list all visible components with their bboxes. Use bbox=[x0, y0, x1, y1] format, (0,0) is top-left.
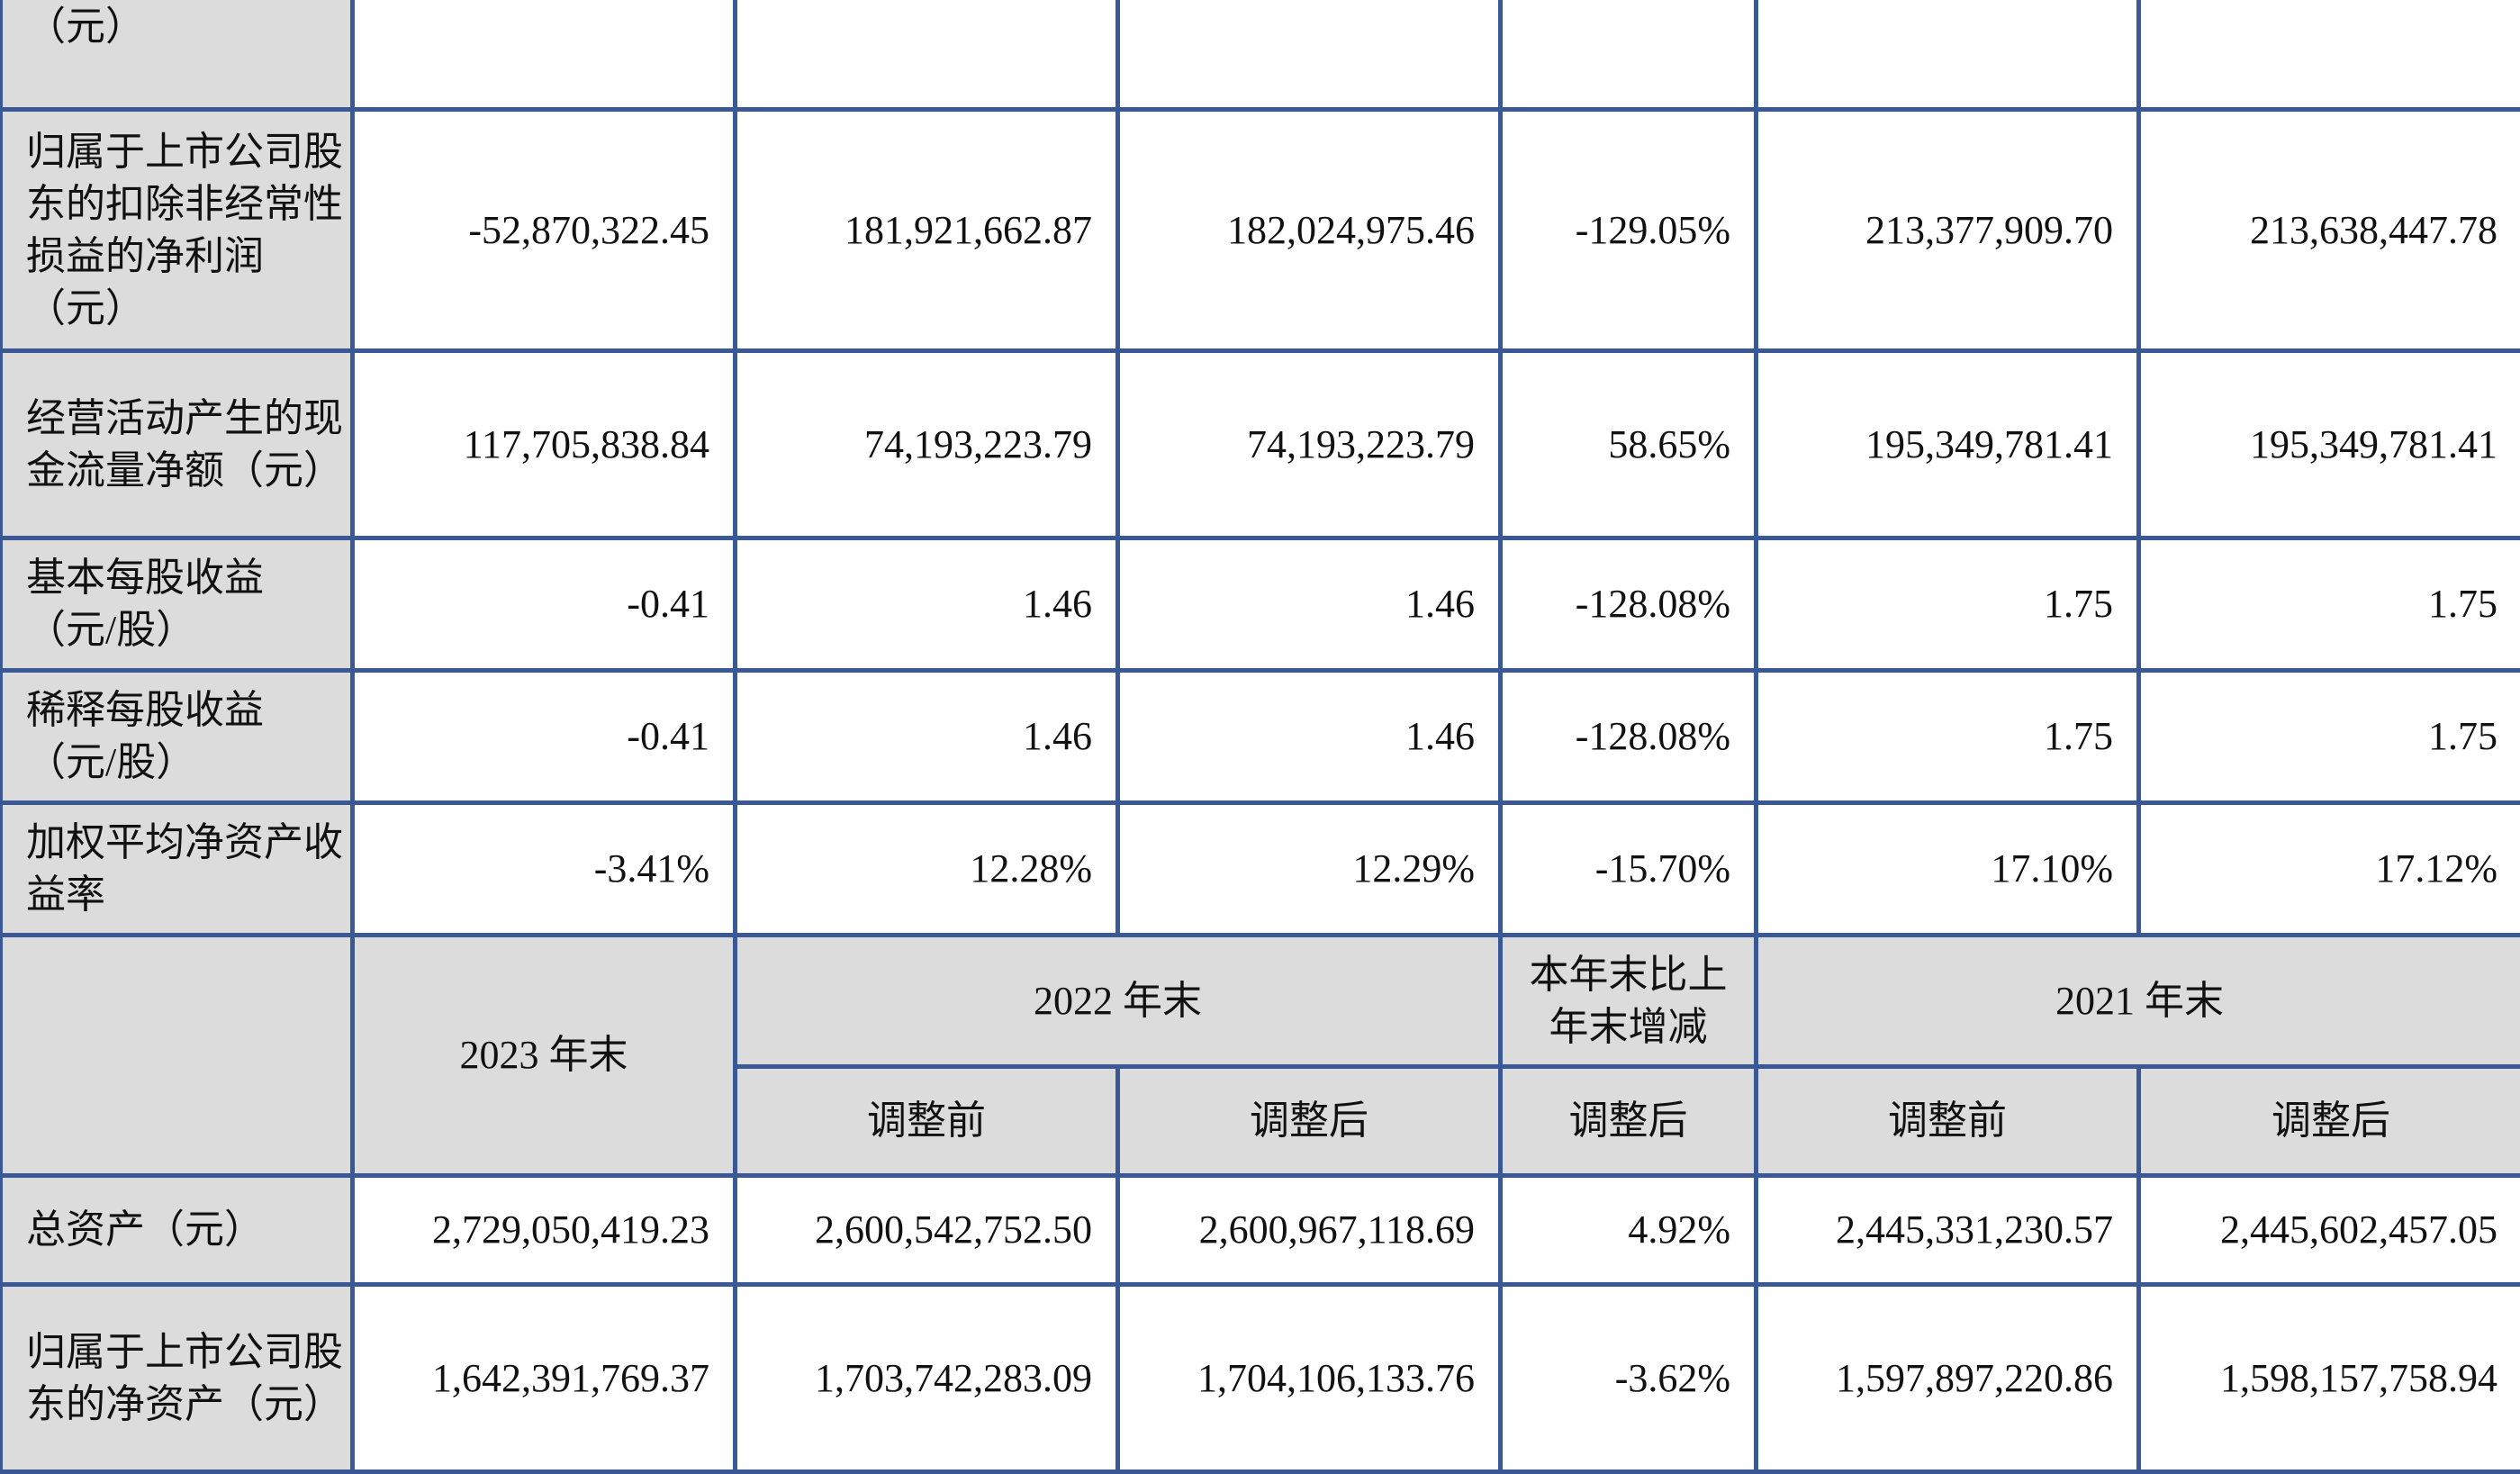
header-before-adjust: 调整前 bbox=[1757, 1067, 2139, 1176]
value-cell: 12.29% bbox=[1118, 803, 1501, 936]
value-cell: 2,445,602,457.05 bbox=[2139, 1176, 2520, 1285]
value-cell: 213,638,447.78 bbox=[2139, 110, 2520, 351]
header-before-adjust: 调整前 bbox=[736, 1067, 1118, 1176]
row-label: 经营活动产生的现金流量净额（元） bbox=[1, 351, 353, 538]
empty-cell bbox=[1757, 0, 2139, 110]
value-cell: 1,642,391,769.37 bbox=[353, 1285, 736, 1472]
value-cell: 1,597,897,220.86 bbox=[1757, 1285, 2139, 1472]
header-corner bbox=[1, 936, 353, 1176]
header-after-adjust: 调整后 bbox=[2139, 1067, 2520, 1176]
table-row: 总资产（元） 2,729,050,419.23 2,600,542,752.50… bbox=[1, 1176, 2520, 1285]
table-row: （元） bbox=[1, 0, 2520, 110]
value-cell: 12.28% bbox=[736, 803, 1118, 936]
value-cell: 181,921,662.87 bbox=[736, 110, 1118, 351]
row-label: 归属于上市公司股东的净资产（元） bbox=[1, 1285, 353, 1472]
header-after-adjust: 调整后 bbox=[1501, 1067, 1757, 1176]
empty-cell bbox=[2139, 0, 2520, 110]
row-label: 稀释每股收益（元/股） bbox=[1, 671, 353, 803]
value-cell: 117,705,838.84 bbox=[353, 351, 736, 538]
table-row: 稀释每股收益（元/股） -0.41 1.46 1.46 -128.08% 1.7… bbox=[1, 671, 2520, 803]
value-cell: -3.41% bbox=[353, 803, 736, 936]
value-cell: 1.75 bbox=[1757, 538, 2139, 671]
header-after-adjust: 调整后 bbox=[1118, 1067, 1501, 1176]
value-cell: 1.46 bbox=[1118, 671, 1501, 803]
header-change: 本年末比上年末增减 bbox=[1501, 936, 1757, 1067]
value-cell: 182,024,975.46 bbox=[1118, 110, 1501, 351]
value-cell: -0.41 bbox=[353, 538, 736, 671]
value-cell: 1,703,742,283.09 bbox=[736, 1285, 1118, 1472]
value-cell: 74,193,223.79 bbox=[1118, 351, 1501, 538]
value-cell: 213,377,909.70 bbox=[1757, 110, 2139, 351]
value-cell: -0.41 bbox=[353, 671, 736, 803]
value-cell: 2,445,331,230.57 bbox=[1757, 1176, 2139, 1285]
value-cell: 1.46 bbox=[736, 671, 1118, 803]
value-cell: 58.65% bbox=[1501, 351, 1757, 538]
header-row: 2023 年末 2022 年末 本年末比上年末增减 2021 年末 bbox=[1, 936, 2520, 1067]
value-cell: -128.08% bbox=[1501, 671, 1757, 803]
value-cell: 2,600,542,752.50 bbox=[736, 1176, 1118, 1285]
value-cell: -52,870,322.45 bbox=[353, 110, 736, 351]
value-cell: 195,349,781.41 bbox=[1757, 351, 2139, 538]
empty-cell bbox=[1118, 0, 1501, 110]
value-cell: 2,600,967,118.69 bbox=[1118, 1176, 1501, 1285]
value-cell: 2,729,050,419.23 bbox=[353, 1176, 736, 1285]
header-2022: 2022 年末 bbox=[736, 936, 1501, 1067]
empty-cell bbox=[736, 0, 1118, 110]
value-cell: 195,349,781.41 bbox=[2139, 351, 2520, 538]
table-row: 基本每股收益（元/股） -0.41 1.46 1.46 -128.08% 1.7… bbox=[1, 538, 2520, 671]
row-label: 基本每股收益（元/股） bbox=[1, 538, 353, 671]
table-row: 加权平均净资产收益率 -3.41% 12.28% 12.29% -15.70% … bbox=[1, 803, 2520, 936]
value-cell: 1,704,106,133.76 bbox=[1118, 1285, 1501, 1472]
empty-cell bbox=[353, 0, 736, 110]
header-2021: 2021 年末 bbox=[1757, 936, 2520, 1067]
value-cell: 74,193,223.79 bbox=[736, 351, 1118, 538]
value-cell: -128.08% bbox=[1501, 538, 1757, 671]
value-cell: 17.10% bbox=[1757, 803, 2139, 936]
table-row: 经营活动产生的现金流量净额（元） 117,705,838.84 74,193,2… bbox=[1, 351, 2520, 538]
value-cell: -15.70% bbox=[1501, 803, 1757, 936]
value-cell: 1.75 bbox=[2139, 671, 2520, 803]
value-cell: 1.46 bbox=[736, 538, 1118, 671]
row-label: （元） bbox=[1, 0, 353, 110]
row-label: 总资产（元） bbox=[1, 1176, 353, 1285]
row-label: 加权平均净资产收益率 bbox=[1, 803, 353, 936]
value-cell: 1,598,157,758.94 bbox=[2139, 1285, 2520, 1472]
value-cell: 1.75 bbox=[2139, 538, 2520, 671]
value-cell: 1.75 bbox=[1757, 671, 2139, 803]
table-row: 归属于上市公司股东的扣除非经常性损益的净利润（元） -52,870,322.45… bbox=[1, 110, 2520, 351]
value-cell: -3.62% bbox=[1501, 1285, 1757, 1472]
value-cell: -129.05% bbox=[1501, 110, 1757, 351]
table-row: 归属于上市公司股东的净资产（元） 1,642,391,769.37 1,703,… bbox=[1, 1285, 2520, 1472]
header-2023: 2023 年末 bbox=[353, 936, 736, 1176]
empty-cell bbox=[1501, 0, 1757, 110]
value-cell: 1.46 bbox=[1118, 538, 1501, 671]
row-label: 归属于上市公司股东的扣除非经常性损益的净利润（元） bbox=[1, 110, 353, 351]
value-cell: 4.92% bbox=[1501, 1176, 1757, 1285]
value-cell: 17.12% bbox=[2139, 803, 2520, 936]
